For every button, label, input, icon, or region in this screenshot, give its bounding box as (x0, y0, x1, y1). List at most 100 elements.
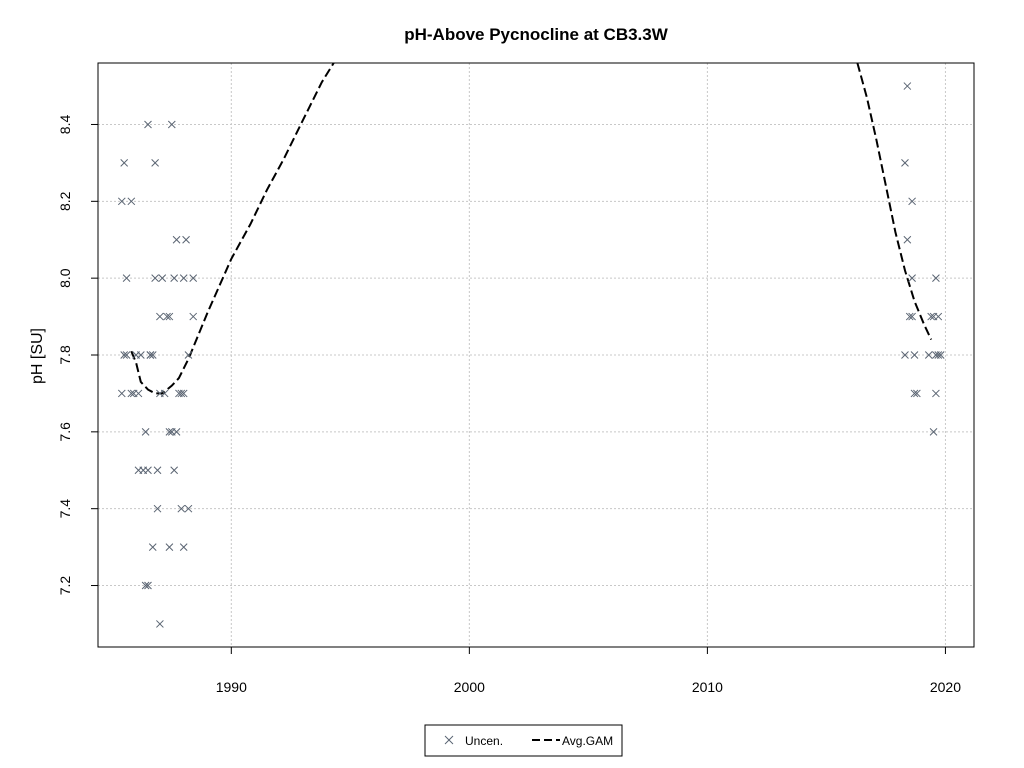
chart-title: pH-Above Pycnocline at CB3.3W (404, 25, 669, 44)
data-point-stroke (905, 312, 914, 321)
data-point-stroke (156, 312, 164, 321)
data-point-stroke (134, 389, 143, 398)
data-point-stroke (179, 274, 188, 283)
data-point (117, 197, 126, 206)
data-point (127, 389, 136, 398)
data-point-stroke (170, 466, 179, 475)
data-point-stroke (117, 389, 126, 398)
legend-label-gam: Avg.GAM (562, 734, 613, 748)
data-point-stroke (148, 351, 157, 359)
data-point-stroke (172, 427, 181, 436)
data-point (177, 389, 186, 398)
y-axis: 7.2 7.4 7.6 7.8 8.0 8.2 8.4 (57, 115, 98, 596)
data-point-stroke (908, 312, 916, 321)
legend-label-uncen: Uncen. (465, 734, 503, 748)
data-point (901, 351, 909, 359)
data-point-stroke (177, 504, 186, 513)
legend-box (424, 724, 623, 757)
data-point-stroke (144, 466, 152, 475)
data-point (172, 427, 181, 436)
data-point-stroke (136, 351, 145, 359)
data-point-stroke (184, 504, 193, 513)
data-point-stroke (910, 389, 919, 398)
x-tick-label: 1990 (216, 679, 247, 695)
data-point-stroke (924, 351, 933, 359)
data-point (189, 312, 198, 321)
data-point-stroke (929, 427, 938, 436)
data-point (179, 389, 188, 398)
data-point (936, 351, 945, 359)
data-point-stroke (151, 274, 159, 283)
data-point (932, 389, 940, 398)
data-point (184, 504, 193, 513)
data-point (932, 274, 940, 283)
data-point (158, 274, 167, 283)
data-point-stroke (117, 197, 126, 206)
data-point-stroke (927, 312, 936, 321)
y-tick-label: 7.6 (57, 422, 73, 442)
gam-line-segment (856, 62, 933, 341)
data-point-stroke (167, 120, 176, 129)
data-point (182, 235, 190, 244)
data-point (901, 159, 909, 167)
data-points (117, 82, 945, 628)
y-tick-label: 8.2 (57, 191, 73, 211)
data-point (903, 235, 912, 244)
data-point (165, 543, 174, 551)
data-point (179, 274, 188, 283)
data-point (127, 197, 136, 206)
data-point-stroke (903, 82, 912, 90)
data-point (144, 581, 152, 590)
data-point (924, 351, 933, 359)
data-point (934, 351, 943, 359)
y-axis-label: pH [SU] (29, 328, 46, 384)
data-point (151, 274, 159, 283)
data-point-stroke (913, 389, 921, 398)
data-point (167, 120, 176, 129)
data-point-stroke (901, 159, 909, 167)
data-point-stroke (908, 197, 916, 206)
data-point-stroke (901, 351, 909, 359)
data-point (908, 312, 916, 321)
data-point (148, 543, 157, 551)
grid-lines (98, 63, 974, 647)
data-point (120, 159, 129, 167)
data-point-stroke (184, 351, 193, 359)
data-point-stroke (153, 466, 162, 475)
data-point-stroke (160, 389, 169, 398)
legend: Uncen. Avg.GAM (424, 724, 623, 757)
data-point (927, 312, 936, 321)
data-point (144, 466, 152, 475)
data-point-stroke (122, 351, 131, 359)
data-point-stroke (170, 274, 179, 283)
data-point (134, 389, 143, 398)
data-point (910, 389, 919, 398)
data-point-stroke (189, 312, 198, 321)
y-tick-label: 8.4 (57, 115, 73, 135)
data-point (929, 427, 938, 436)
data-point-stroke (120, 159, 129, 167)
data-point (153, 466, 162, 475)
data-point (136, 351, 145, 359)
data-point (160, 389, 169, 398)
data-point (156, 312, 164, 321)
data-point (146, 351, 155, 359)
y-tick-label: 7.2 (57, 576, 73, 596)
data-point-stroke (936, 351, 945, 359)
data-point-stroke (163, 312, 171, 321)
data-point-stroke (158, 274, 167, 283)
data-point-stroke (932, 389, 940, 398)
data-point-stroke (148, 543, 157, 551)
data-point (156, 620, 164, 628)
x-tick-label: 2000 (454, 679, 485, 695)
data-point (165, 427, 174, 436)
data-point-stroke (908, 274, 916, 283)
data-point (170, 274, 179, 283)
data-point (177, 504, 186, 513)
data-point-stroke (122, 274, 131, 283)
data-point-stroke (165, 427, 174, 436)
data-point (122, 274, 131, 283)
data-point (141, 427, 150, 436)
data-point (934, 312, 943, 321)
data-point-stroke (153, 504, 162, 513)
